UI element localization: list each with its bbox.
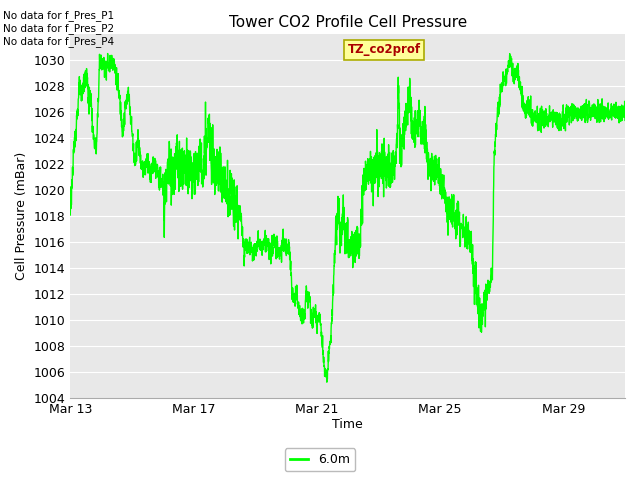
Text: No data for f_Pres_P2: No data for f_Pres_P2 [3, 23, 115, 34]
Text: No data for f_Pres_P1: No data for f_Pres_P1 [3, 10, 115, 21]
Text: No data for f_Pres_P4: No data for f_Pres_P4 [3, 36, 115, 47]
Title: Tower CO2 Profile Cell Pressure: Tower CO2 Profile Cell Pressure [228, 15, 467, 30]
Legend: 6.0m: 6.0m [285, 448, 355, 471]
X-axis label: Time: Time [332, 419, 363, 432]
Y-axis label: Cell Pressure (mBar): Cell Pressure (mBar) [15, 152, 28, 280]
Text: TZ_co2prof: TZ_co2prof [348, 43, 420, 57]
